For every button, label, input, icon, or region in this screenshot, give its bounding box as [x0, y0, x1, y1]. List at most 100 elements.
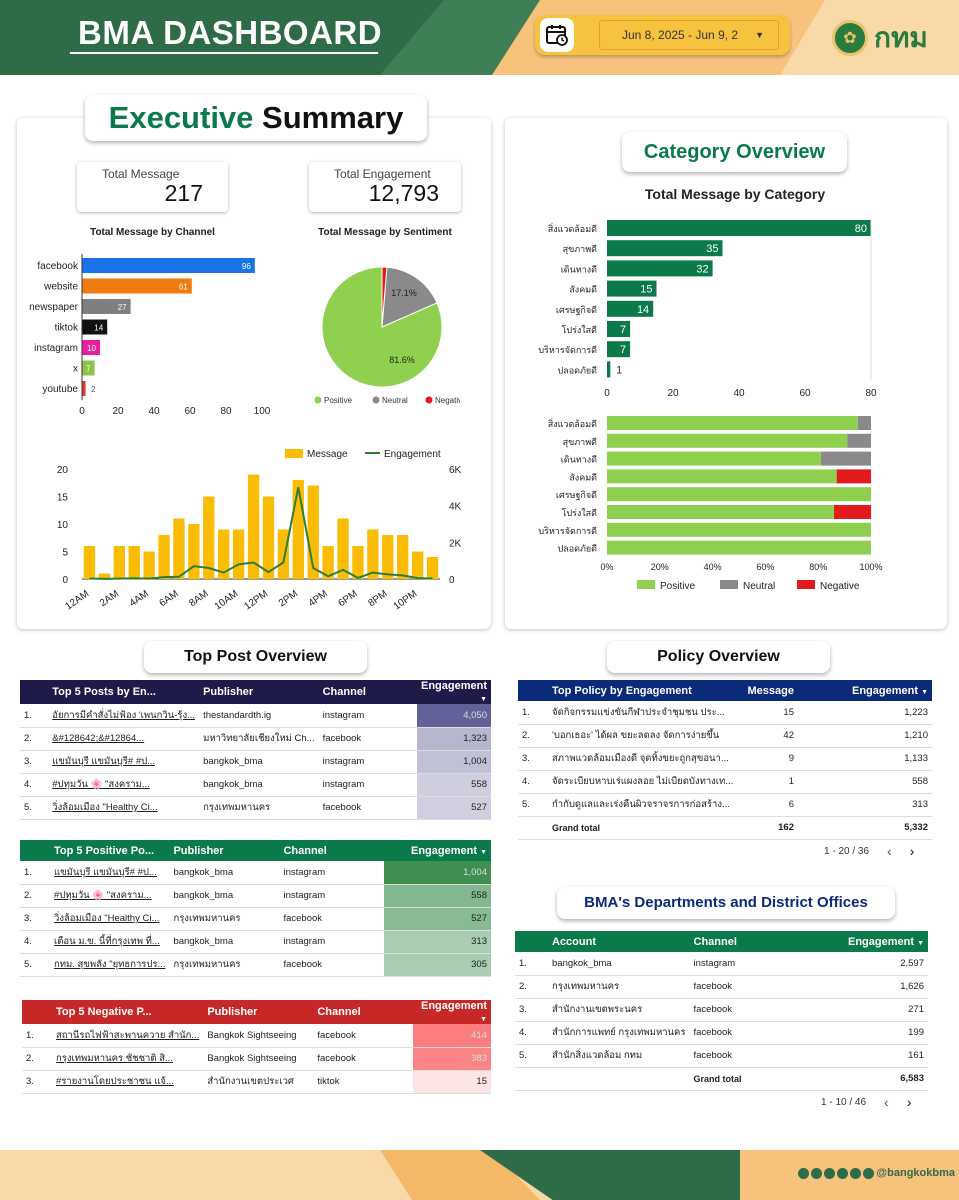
table-row[interactable]: 3. แขมันบุรี แขมันบุรี# #ป... bangkok_bma i…	[20, 750, 491, 774]
account-cell[interactable]: สำนักการแพทย์ กรุงเทพมหานคร	[548, 1021, 690, 1045]
table-row[interactable]: 1. จัดกิจกรรมแข่งขันกีฬาประจำชุมชน ประ...…	[518, 701, 932, 725]
table-row[interactable]: 3. #รายงานโดยประชาชน แจ้... สำนักงานเขตประ…	[22, 1070, 491, 1094]
post-link[interactable]: กทม. สุขพลัง "ยุทธการปร...	[50, 953, 170, 977]
table-row[interactable]: 1. bangkok_bma instagram 2,597	[515, 952, 928, 976]
policy-cell[interactable]: 'บอกเธอะ' ได้ผล ขยะลดลง จัดการง่ายขึ้น	[548, 724, 738, 748]
instagram-icon[interactable]	[837, 1167, 849, 1179]
table-row[interactable]: 5. กำกับดูแลและเร่งคืนผิวจราจรการก่อสร้าง…	[518, 793, 932, 817]
sentiment-legend-swatch	[425, 396, 433, 404]
stacked-x-tick: 40%	[704, 562, 722, 572]
col-header-channel[interactable]: Channel	[693, 935, 737, 948]
category-bar-chart: สิ่งแวดล้อมดี 80 สุขภาพดี 35 เดินทางดี 32 สังค…	[538, 218, 877, 399]
table-row[interactable]: 1. อัยการมีคำสั่งไม่ฟ้อง 'เพนกวิน-รุ้ง...…	[20, 704, 491, 728]
col-header-publisher[interactable]: Publisher	[173, 844, 224, 857]
col-header-channel[interactable]: Channel	[322, 686, 366, 698]
col-header-engagement[interactable]: Engagement ▼	[417, 680, 491, 704]
facebook-icon[interactable]	[811, 1167, 823, 1179]
tiktok-icon[interactable]	[850, 1167, 862, 1179]
policy-cell[interactable]: จัดระเบียบหาบเร่แผงลอย ไม่เบียดบังทางเท.…	[548, 770, 738, 794]
table-row[interactable]: 2. กรุงเทพมหานคร ชัชชาติ สิ... Bangkok Sig…	[22, 1047, 491, 1071]
col-header-engagement[interactable]: Engagement ▼	[413, 1000, 491, 1024]
prev-page-icon[interactable]: ‹	[884, 1094, 889, 1110]
post-link[interactable]: #ปทุมวัน 🌸 "สงคราม...	[50, 884, 170, 908]
row-rank: 3.	[518, 747, 548, 771]
title-executive: Executive	[108, 100, 254, 135]
table-row[interactable]: 3. สำนักงานเขตพระนคร facebook 271	[515, 998, 928, 1022]
line-icon[interactable]	[863, 1167, 875, 1179]
youtube-icon[interactable]	[824, 1167, 836, 1179]
account-cell[interactable]: กรุงเทพมหานคร	[548, 975, 690, 999]
sentiment-legend-label: Negative	[435, 396, 460, 405]
post-link[interactable]: &#128642;&#12864...	[48, 727, 200, 751]
next-page-icon[interactable]: ›	[906, 1094, 912, 1110]
post-link[interactable]: #ปทุมวัน 🌸 "สงคราม...	[48, 773, 200, 797]
table-row[interactable]: 2. กรุงเทพมหานคร facebook 1,626	[515, 975, 928, 999]
post-link[interactable]: #รายงานโดยประชาชน แจ้...	[52, 1070, 204, 1094]
col-header-post[interactable]: Top 5 Positive Po...	[54, 844, 155, 857]
social-handle[interactable]: @bangkokbma	[876, 1167, 955, 1179]
col-header-post[interactable]: Top 5 Posts by En...	[52, 686, 156, 698]
col-header-publisher[interactable]: Publisher	[207, 1006, 258, 1018]
post-link[interactable]: แขมันบุรี แขมันบุรี# #ป...	[48, 750, 200, 774]
table-row[interactable]: 4. จัดระเบียบหาบเร่แผงลอย ไม่เบียดบังทางเ…	[518, 770, 932, 794]
footer-shape-c	[740, 1150, 959, 1200]
publisher-cell: bangkok_bma	[169, 884, 280, 908]
table-row[interactable]: 2. #ปทุมวัน 🌸 "สงคราม... bangkok_bma instag…	[20, 884, 491, 908]
table-row[interactable]: 2. 'บอกเธอะ' ได้ผล ขยะลดลง จัดการง่ายขึ้น…	[518, 724, 932, 748]
col-header-engagement[interactable]: Engagement ▼	[800, 931, 929, 952]
col-header-engagement-label: Engagement	[420, 1000, 487, 1012]
col-header-post[interactable]: Top 5 Negative P...	[56, 1006, 152, 1018]
calendar-icon[interactable]	[540, 18, 574, 52]
account-cell[interactable]: สำนักสิ่งแวดล้อม กทม	[548, 1044, 690, 1068]
date-range-dropdown[interactable]: Jun 8, 2025 - Jun 9, 2 ▼	[599, 20, 779, 50]
table-row[interactable]: 1. แขมันบุรี แขมันบุรี# #ป... bangkok_bma i…	[20, 861, 491, 885]
stacked-segment	[857, 416, 871, 430]
channel-value-label: 2	[91, 385, 96, 394]
next-page-icon[interactable]: ›	[909, 843, 915, 859]
col-header-policy[interactable]: Top Policy by Engagement	[552, 684, 692, 697]
table-row[interactable]: 5. สำนักสิ่งแวดล้อม กทม facebook 161	[515, 1044, 928, 1068]
sentiment-slice-label: 17.1%	[391, 288, 417, 298]
table-row[interactable]: 3. วิ่งล้อมเมือง "Healthy Ci... กรุงเทพมหา…	[20, 907, 491, 931]
prev-page-icon[interactable]: ‹	[887, 843, 892, 859]
post-link[interactable]: สถานีรถไฟฟ้าสะพานควาย สำนัก...	[52, 1024, 204, 1048]
policy-cell[interactable]: กำกับดูแลและเร่งคืนผิวจราจรการก่อสร้าง..…	[548, 793, 738, 817]
policy-cell[interactable]: สภาพแวดล้อมเมืองดี จุดทิ้งขยะถูกสุขอนา..…	[548, 747, 738, 771]
post-link[interactable]: วิ่งล้อมเมือง "Healthy Ci...	[50, 907, 170, 931]
col-header-engagement[interactable]: Engagement ▼	[798, 680, 932, 701]
col-header-channel[interactable]: Channel	[283, 844, 327, 857]
message-bar	[382, 535, 394, 579]
post-link[interactable]: เตือน ม.ข. นี้ที่กรุงเทพ ที่...	[50, 930, 170, 954]
account-cell[interactable]: สำนักงานเขตพระนคร	[548, 998, 690, 1022]
post-link[interactable]: กรุงเทพมหานคร ชัชชาติ สิ...	[52, 1047, 204, 1071]
col-header-publisher[interactable]: Publisher	[203, 686, 254, 698]
col-header-engagement[interactable]: Engagement ▼	[384, 840, 491, 861]
table-row[interactable]: 3. สภาพแวดล้อมเมืองดี จุดทิ้งขยะถูกสุขอนา…	[518, 747, 932, 771]
kpi-value: 12,793	[368, 180, 439, 206]
engagement-cell: 313	[798, 793, 932, 817]
table-row[interactable]: 4. #ปทุมวัน 🌸 "สงคราม... bangkok_bma instag…	[20, 773, 491, 797]
message-bar	[426, 557, 439, 579]
table-row[interactable]: 2. &#128642;&#12864... มหาวิทยาลัยเชียงใหม…	[20, 727, 491, 751]
table-row[interactable]: 4. สำนักการแพทย์ กรุงเทพมหานคร facebook 199	[515, 1021, 928, 1045]
channel-cell: facebook	[279, 953, 385, 977]
stacked-category-label: สังคมดี	[569, 472, 597, 482]
row-rank: 1.	[20, 704, 49, 728]
col-header-account[interactable]: Account	[552, 935, 596, 948]
table-row[interactable]: 5. กทม. สุขพลัง "ยุทธการปร... กรุงเทพมหานค…	[20, 953, 491, 977]
col-header-channel[interactable]: Channel	[317, 1006, 361, 1018]
post-link[interactable]: วิ่งล้อมเมือง "Healthy Ci...	[48, 796, 200, 820]
publisher-cell: สำนักงานเขตประเวศ	[203, 1070, 314, 1094]
table-row[interactable]: 4. เตือน ม.ข. นี้ที่กรุงเทพ ที่... bangkok…	[20, 930, 491, 954]
policy-cell[interactable]: จัดกิจกรรมแข่งขันกีฬาประจำชุมชน ประ...	[548, 701, 738, 725]
row-rank: 1.	[515, 952, 548, 976]
category-label: ปลอดภัยดี	[557, 365, 597, 375]
account-cell[interactable]: bangkok_bma	[548, 952, 690, 976]
col-header-message[interactable]: Message	[747, 684, 794, 697]
x-social-icon[interactable]	[798, 1167, 810, 1179]
post-link[interactable]: อัยการมีคำสั่งไม่ฟ้อง 'เพนกวิน-รุ้ง...	[48, 704, 200, 728]
table-row[interactable]: 1. สถานีรถไฟฟ้าสะพานควาย สำนัก... Bangkok …	[22, 1024, 491, 1048]
table-row[interactable]: 5. วิ่งล้อมเมือง "Healthy Ci... กรุงเทพมหา…	[20, 796, 491, 820]
sort-desc-icon: ▼	[480, 1016, 487, 1023]
post-link[interactable]: แขมันบุรี แขมันบุรี# #ป...	[50, 861, 170, 885]
